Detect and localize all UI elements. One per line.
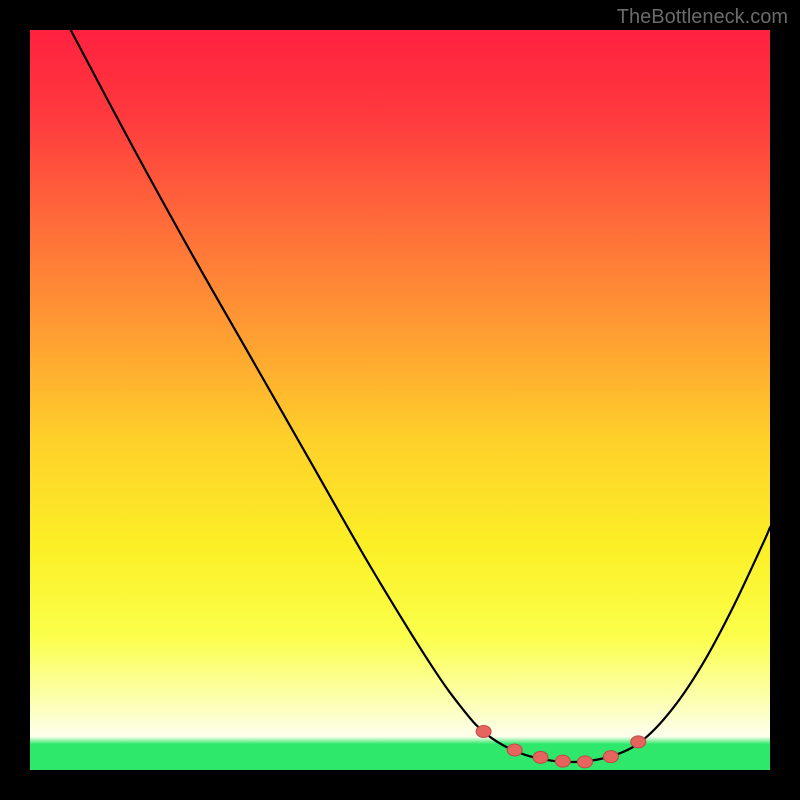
chart-container: TheBottleneck.com: [0, 0, 800, 800]
valley-marker: [555, 755, 570, 767]
plot-background: [30, 30, 770, 770]
watermark-text: TheBottleneck.com: [617, 6, 788, 29]
valley-marker: [603, 751, 618, 763]
valley-marker: [631, 736, 646, 748]
plot-area: [30, 30, 770, 770]
valley-marker: [578, 756, 593, 768]
chart-svg: [30, 30, 770, 770]
valley-marker: [533, 751, 548, 763]
valley-marker: [507, 744, 522, 756]
valley-marker: [476, 726, 491, 738]
